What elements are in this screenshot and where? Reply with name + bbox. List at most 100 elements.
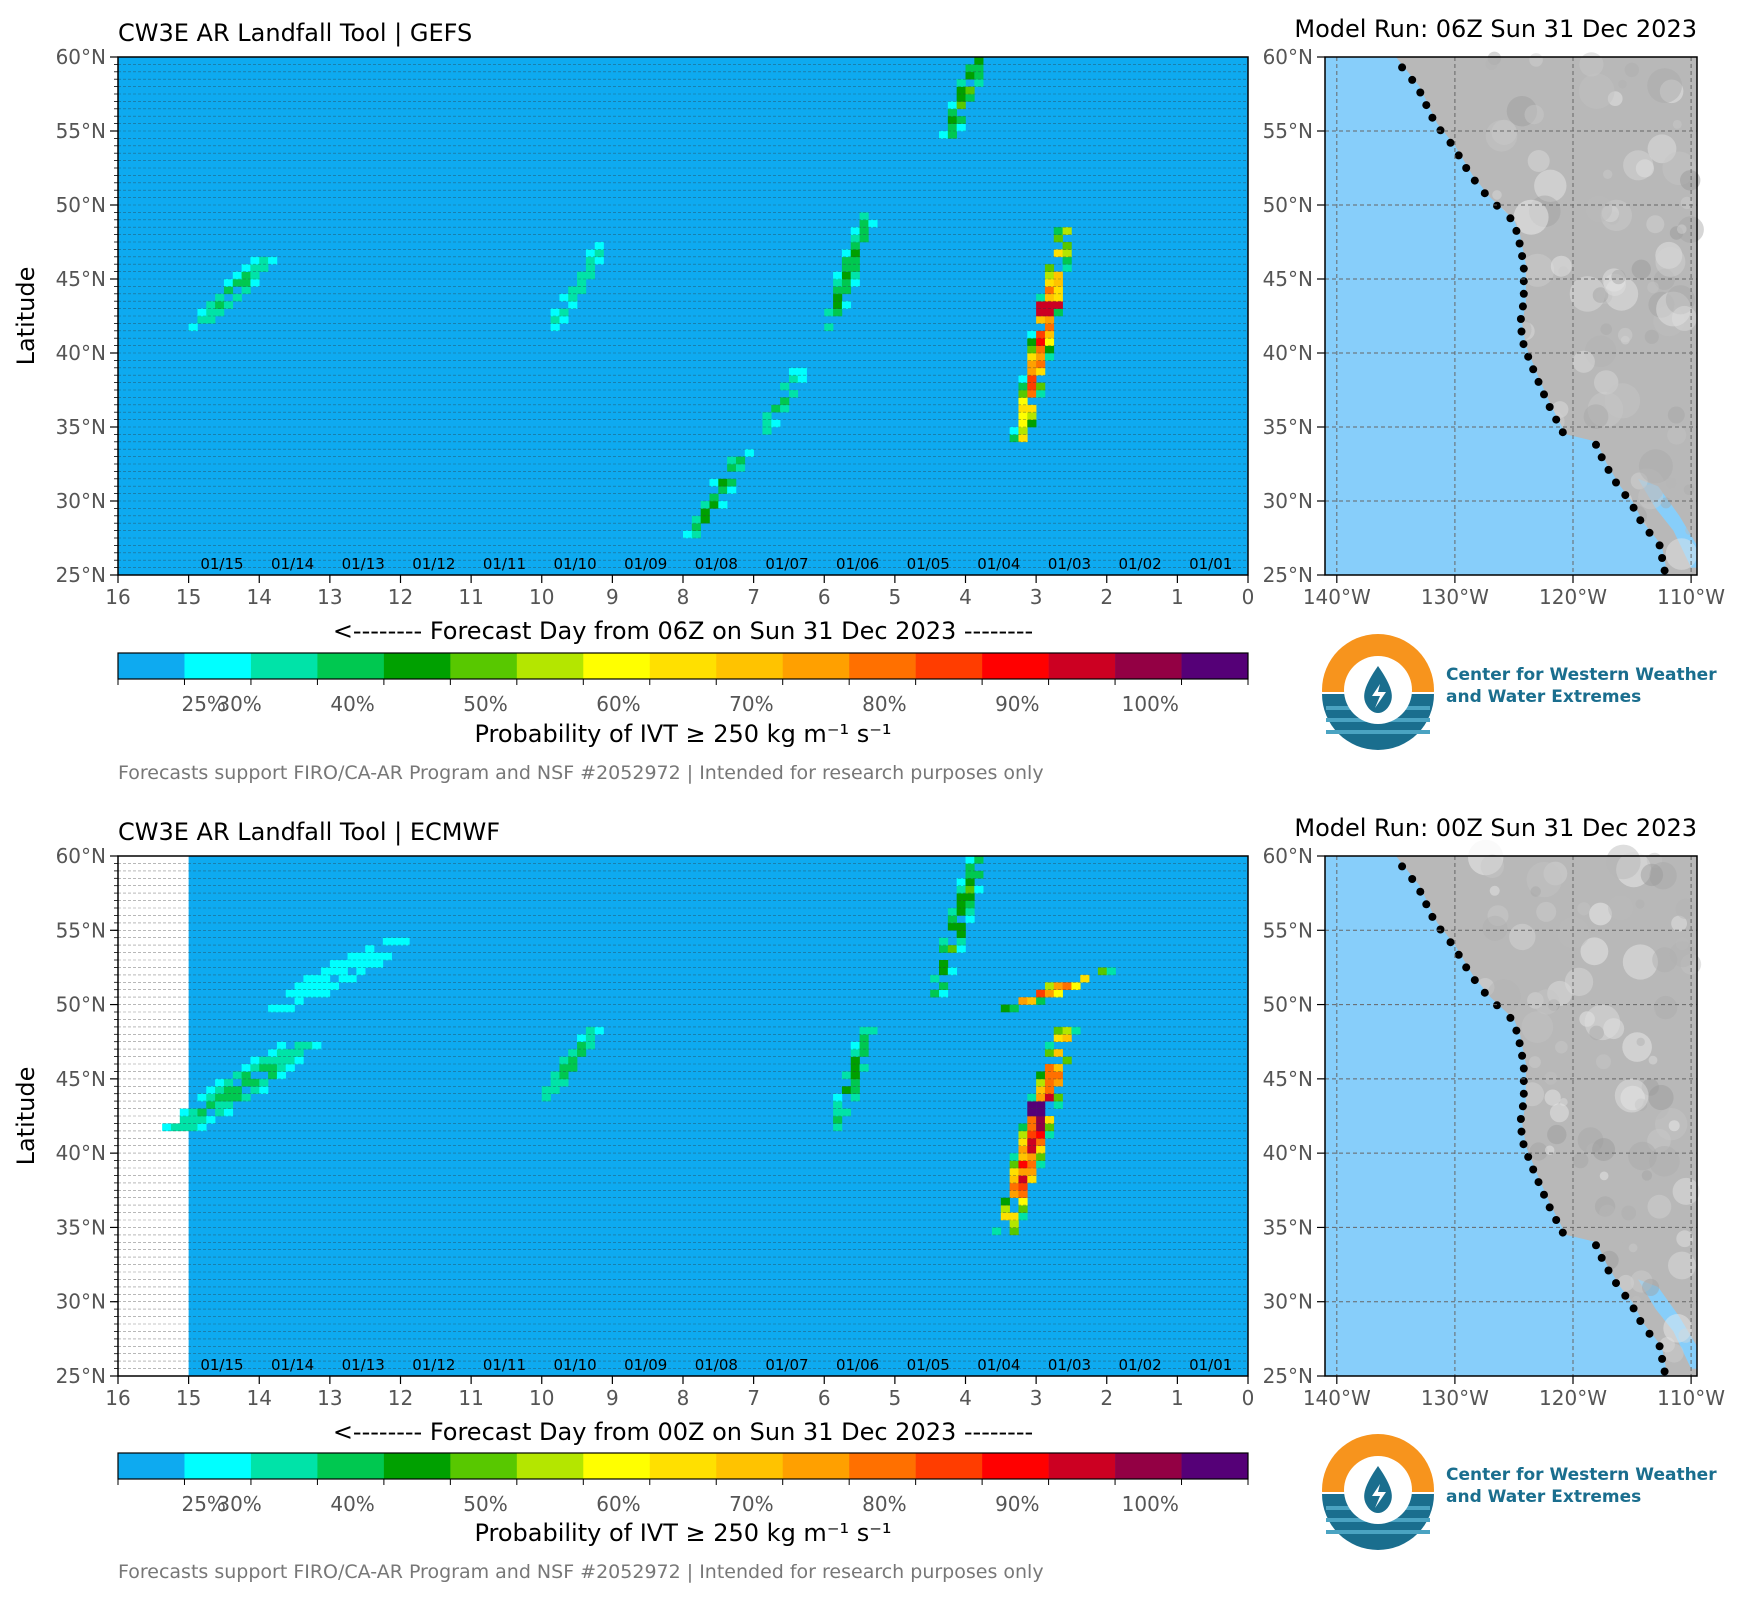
heatmap-cell — [1018, 1190, 1028, 1199]
heatmap-cell — [709, 478, 719, 487]
heatmap-cell — [170, 1123, 181, 1132]
date-label: 01/06 — [836, 555, 879, 573]
map-terrain — [1596, 287, 1613, 305]
map-terrain — [1640, 863, 1664, 887]
landfall-point — [1517, 327, 1526, 336]
map-terrain — [1622, 944, 1658, 980]
map-terrain — [1603, 169, 1613, 179]
landfall-point — [1558, 1228, 1567, 1237]
heatmap-cell — [850, 234, 860, 243]
date-label: 01/13 — [342, 1356, 385, 1374]
heatmap-cell — [1018, 1175, 1028, 1184]
map-terrain — [1653, 305, 1685, 337]
x-tick-label: 7 — [747, 585, 760, 609]
map-terrain — [1653, 995, 1678, 1020]
heatmap-cell — [965, 908, 975, 916]
map-lat-label: 45°N — [1263, 1067, 1313, 1091]
map-lon-label: 120°W — [1539, 1386, 1607, 1410]
x-tick-label: 10 — [529, 585, 554, 609]
heatmap-cell — [585, 256, 596, 265]
heatmap-cell — [179, 1108, 189, 1117]
heatmap-cell — [294, 982, 304, 991]
landfall-point — [1408, 875, 1417, 883]
heatmap-cell — [365, 952, 375, 961]
x-tick-label: 0 — [1242, 585, 1255, 609]
landfall-point — [1398, 862, 1407, 871]
heatmap-cell — [382, 952, 392, 961]
heatmap-cell — [303, 1041, 313, 1050]
heatmap-cell — [735, 464, 746, 472]
heatmap-cell — [850, 279, 860, 287]
x-tick-label: 14 — [247, 1386, 272, 1410]
map-terrain — [1551, 401, 1569, 418]
map-lon-label: 140°W — [1303, 585, 1371, 609]
heatmap-cell — [347, 952, 357, 961]
heatmap-cell — [1027, 1123, 1037, 1132]
map-terrain — [1520, 1082, 1545, 1107]
map-terrain — [1482, 915, 1508, 941]
heatmap-cell — [356, 960, 366, 968]
x-tick-label: 9 — [606, 585, 619, 609]
heatmap-cell — [939, 982, 949, 991]
heatmap-cell — [1027, 338, 1037, 346]
landfall-point — [1512, 226, 1521, 235]
heatmap-cell — [771, 404, 781, 413]
heatmap-cell — [974, 885, 984, 894]
map-terrain — [1647, 1128, 1671, 1153]
map-terrain — [1577, 1127, 1604, 1154]
heatmap-cell — [824, 308, 834, 317]
heatmap-cell — [841, 1086, 852, 1095]
heatmap-cell — [559, 1056, 569, 1065]
map-terrain — [1665, 285, 1695, 315]
heatmap-cell — [321, 974, 331, 983]
landfall-point — [1658, 1354, 1667, 1363]
heatmap-cell — [259, 1078, 269, 1087]
landfall-point — [1480, 189, 1489, 198]
heatmap-cell — [833, 1116, 843, 1124]
heatmap-cell — [276, 1049, 287, 1057]
heatmap-cell — [1018, 419, 1028, 428]
heatmap-cell — [1053, 293, 1063, 302]
heatmap-cell — [303, 982, 313, 991]
heatmap-cell — [1027, 1101, 1037, 1109]
landfall-point — [1645, 528, 1654, 537]
map-terrain — [1564, 967, 1594, 997]
heatmap-cell — [568, 1064, 578, 1072]
heatmap-cell — [215, 1093, 225, 1102]
landfall-point — [1660, 566, 1669, 575]
colorbar-tick-label: 50% — [463, 692, 507, 716]
heatmap-cell — [391, 937, 401, 946]
colorbar-swatch — [184, 653, 252, 679]
heatmap-cell — [859, 1049, 869, 1057]
map-terrain — [1545, 1145, 1555, 1155]
heatmap-cell — [268, 1064, 278, 1072]
map-terrain — [1642, 1278, 1660, 1296]
map-terrain — [1663, 1314, 1692, 1343]
heatmap-cell — [956, 893, 966, 901]
map-lat-label: 25°N — [1263, 563, 1313, 587]
heatmap-cell — [223, 1086, 234, 1095]
heatmap-cell — [947, 108, 957, 117]
heatmap-cell — [965, 86, 975, 95]
heatmap-cell — [727, 456, 737, 465]
map-terrain — [1655, 246, 1686, 277]
colorbar-tick-label: 25% — [181, 1492, 225, 1516]
map-terrain — [1543, 861, 1568, 886]
colorbar-frame — [117, 652, 1249, 680]
map-terrain — [1600, 323, 1612, 336]
map-terrain — [1589, 902, 1612, 926]
heatmap-cell — [232, 1093, 242, 1102]
map-terrain — [1491, 119, 1517, 145]
map-terrain — [1635, 899, 1645, 909]
map-terrain — [1592, 1138, 1616, 1161]
heatmap-cell — [374, 952, 384, 961]
heatmap-cell — [850, 1064, 860, 1072]
map-terrain — [1669, 941, 1696, 968]
heatmap-cell — [294, 1056, 304, 1065]
heatmap-cell — [1053, 249, 1063, 258]
heatmap-cell — [1044, 293, 1055, 302]
heatmap-cell — [833, 1108, 843, 1117]
heatmap-cell — [312, 982, 322, 991]
heatmap-cell — [594, 249, 604, 258]
